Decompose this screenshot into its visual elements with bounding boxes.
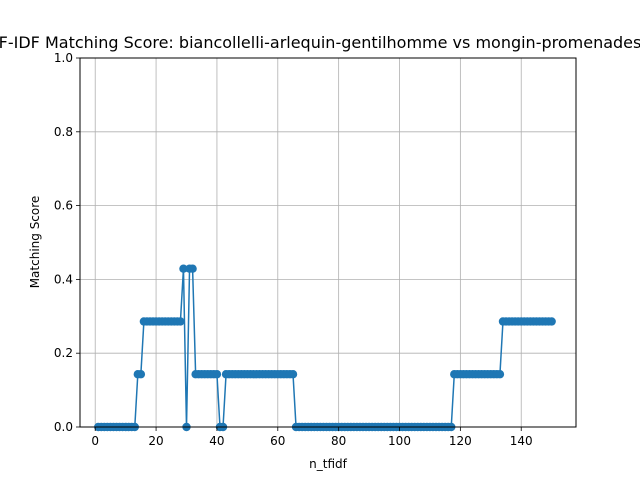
- x-tick-label: 60: [270, 434, 285, 448]
- y-tick-label: 0.4: [54, 272, 73, 286]
- y-tick-label: 0.0: [54, 420, 73, 434]
- x-tick-label: 40: [209, 434, 224, 448]
- data-point: [547, 317, 556, 326]
- x-tick-label: 0: [91, 434, 99, 448]
- x-axis-label: n_tfidf: [309, 457, 347, 471]
- x-tick-label: 80: [331, 434, 346, 448]
- x-tick-label: 120: [449, 434, 472, 448]
- data-point: [212, 370, 222, 379]
- y-axis-label: Matching Score: [28, 196, 42, 289]
- data-point: [136, 370, 146, 379]
- data-point: [495, 370, 505, 379]
- data-point: [176, 317, 185, 326]
- x-tick-label: 100: [388, 434, 411, 448]
- x-tick-label: 140: [510, 434, 533, 448]
- plot-frame: [79, 57, 577, 428]
- x-tick-label: 20: [148, 434, 163, 448]
- x-axis-ticks: 0 20 40 60 80 100 120 140: [91, 427, 533, 448]
- data-point: [179, 264, 188, 273]
- y-tick-label: 1.0: [54, 51, 73, 65]
- y-tick-label: 0.2: [54, 346, 73, 360]
- y-tick-label: 0.8: [54, 125, 73, 139]
- y-tick-label: 0.6: [54, 199, 73, 213]
- y-axis-ticks: 0.0 0.2 0.4 0.6 0.8 1.0: [54, 51, 80, 434]
- plot-background: [80, 58, 576, 427]
- data-point: [288, 370, 298, 379]
- chart-title: TF-IDF Matching Score: biancollelli-arle…: [0, 33, 640, 52]
- series-markers: [94, 264, 556, 432]
- data-point: [188, 264, 197, 273]
